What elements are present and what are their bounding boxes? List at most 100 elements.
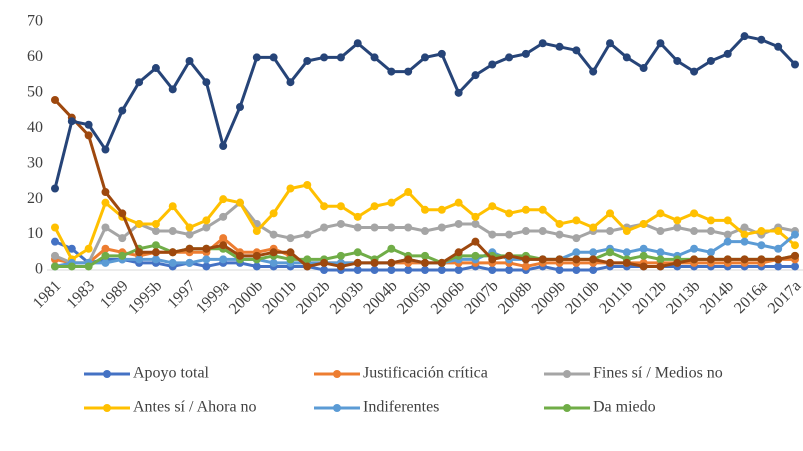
point xyxy=(740,32,749,41)
point xyxy=(353,212,362,221)
point xyxy=(757,255,766,264)
point xyxy=(353,266,362,274)
point xyxy=(168,202,177,211)
legend-marker xyxy=(563,370,571,378)
point xyxy=(84,262,93,271)
point xyxy=(622,248,631,257)
point xyxy=(286,248,295,257)
point xyxy=(404,188,413,197)
point xyxy=(589,248,598,257)
point xyxy=(236,103,244,112)
point xyxy=(387,244,396,253)
x-tick-label: 1995b xyxy=(125,277,165,317)
legend-marker xyxy=(333,404,341,412)
point xyxy=(303,230,312,239)
point xyxy=(101,258,110,267)
x-tick-label: 2007b xyxy=(461,277,501,317)
point xyxy=(740,230,749,239)
point xyxy=(135,248,144,257)
point xyxy=(269,258,278,267)
point xyxy=(589,255,598,264)
point xyxy=(656,227,665,236)
point xyxy=(286,255,295,264)
point xyxy=(336,202,345,211)
point xyxy=(471,237,480,246)
x-tick-label: 2006b xyxy=(428,277,468,317)
point xyxy=(471,212,480,221)
point xyxy=(488,266,497,274)
point xyxy=(757,227,766,236)
point xyxy=(269,53,278,62)
point xyxy=(774,244,783,253)
point xyxy=(690,255,699,264)
x-tick-label: 2005b xyxy=(394,277,434,317)
point xyxy=(320,202,329,211)
legend-label: Fines sí / Medios no xyxy=(593,365,723,382)
x-tick-label: 2016a xyxy=(731,277,771,317)
point xyxy=(555,266,564,274)
point xyxy=(219,142,228,150)
point xyxy=(320,53,329,62)
point xyxy=(84,244,93,253)
point xyxy=(168,258,177,267)
y-tick-label: 70 xyxy=(27,13,43,30)
point xyxy=(185,56,194,65)
point xyxy=(488,202,497,211)
point xyxy=(521,255,530,264)
point xyxy=(421,251,429,260)
point xyxy=(723,49,732,58)
x-tick-label: 1999a xyxy=(193,277,233,317)
point xyxy=(151,241,160,250)
point xyxy=(572,46,581,55)
point xyxy=(118,209,127,218)
point xyxy=(336,251,345,260)
point xyxy=(303,56,312,65)
point xyxy=(723,230,732,239)
y-tick-label: 30 xyxy=(27,154,43,171)
point xyxy=(219,255,228,264)
point xyxy=(151,255,160,264)
point xyxy=(219,234,228,243)
point xyxy=(606,209,614,218)
point xyxy=(421,258,429,267)
point xyxy=(118,234,127,243)
point xyxy=(757,35,766,44)
legend-label: Antes sí / Ahora no xyxy=(133,399,257,416)
point xyxy=(723,237,732,246)
point xyxy=(690,67,699,76)
point xyxy=(572,266,581,274)
x-tick-label: 2013b xyxy=(663,277,703,317)
point xyxy=(454,266,463,274)
point xyxy=(135,78,144,87)
point xyxy=(320,223,329,232)
point xyxy=(606,248,614,257)
point xyxy=(320,266,329,274)
point xyxy=(101,188,110,197)
point xyxy=(606,227,614,236)
point xyxy=(723,255,732,264)
point xyxy=(521,49,530,58)
x-tick-label: 2011b xyxy=(596,277,636,317)
point xyxy=(421,53,429,62)
point xyxy=(555,230,564,239)
point xyxy=(286,184,295,193)
point xyxy=(51,184,59,193)
point xyxy=(606,258,614,267)
point xyxy=(740,237,749,246)
point xyxy=(67,262,76,271)
point xyxy=(505,209,514,218)
point xyxy=(118,251,127,260)
point xyxy=(51,262,59,271)
point xyxy=(505,230,514,239)
point xyxy=(538,39,547,48)
y-tick-label: 10 xyxy=(27,225,43,242)
legend-label: Apoyo total xyxy=(133,365,210,382)
x-tick-label: 1983 xyxy=(63,277,98,312)
point xyxy=(135,219,144,228)
point xyxy=(673,258,682,267)
point xyxy=(791,251,799,260)
point xyxy=(639,219,648,228)
x-tick-label: 1981 xyxy=(30,277,65,312)
point xyxy=(589,266,598,274)
